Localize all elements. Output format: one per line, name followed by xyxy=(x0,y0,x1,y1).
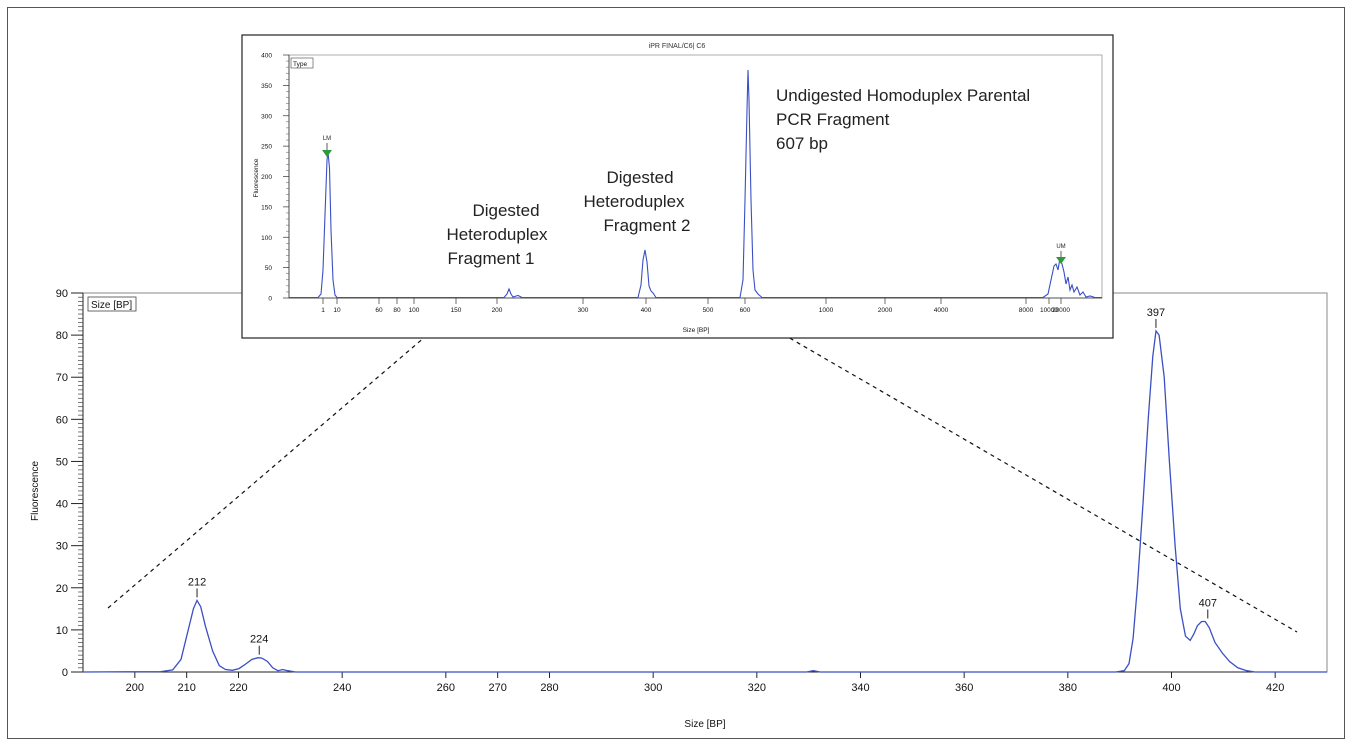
inset-plot-area xyxy=(288,54,1103,299)
inset-x-tick-label: 100 xyxy=(409,307,420,314)
inset-y-minor-ticks xyxy=(286,60,289,293)
inset-x-tick-label: 200 xyxy=(492,307,503,314)
inset-y-tick-label: 400 xyxy=(261,53,272,60)
annotation-fragment-1-line-3: Fragment 1 xyxy=(448,249,535,268)
main-y-minor-ticks xyxy=(78,296,83,669)
inset-y-tick-label: 250 xyxy=(261,144,272,151)
main-x-tick-label: 300 xyxy=(644,682,662,694)
inset-x-ticks: 1 10 60 80 100 150 200 300 400 500 600 1000 2000 4000… xyxy=(321,298,1070,314)
main-x-tick-label: 320 xyxy=(748,682,766,694)
inset-x-tick-label: 1000 xyxy=(819,307,834,314)
main-x-tick-label: 220 xyxy=(229,682,247,694)
inset-marker-um-label: UM xyxy=(1056,244,1065,250)
annotation-parental-line-2: PCR Fragment xyxy=(776,110,890,129)
inset-series-line xyxy=(289,69,1102,299)
inset-marker-lm-label: LM xyxy=(323,136,331,142)
inset-x-tick-label: 500 xyxy=(703,307,714,314)
annotation-fragment-2: Digested Heteroduplex Fragment 2 xyxy=(583,168,690,235)
inset-x-tick-label: 10000 xyxy=(1040,307,1058,314)
inset-x-tick-label: 4000 xyxy=(934,307,949,314)
inset-legend-label: Type xyxy=(293,61,307,68)
inset-x-tick-label: 300 xyxy=(578,307,589,314)
inset-legend-box xyxy=(290,57,314,69)
inset-y-tick-label: 150 xyxy=(261,204,272,211)
inset-marker-um-triangle xyxy=(1056,257,1066,264)
main-x-tick-label: 340 xyxy=(851,682,869,694)
main-peak-label: 397 xyxy=(1147,307,1165,319)
annotation-fragment-1-line-2: Heteroduplex xyxy=(446,225,548,244)
main-x-tick-label: 260 xyxy=(437,682,455,694)
main-series-line xyxy=(82,329,1327,673)
inset-y-tick-label: 50 xyxy=(265,265,273,272)
annotation-fragment-2-line-2: Heteroduplex xyxy=(583,192,685,211)
inset-x-tick-label: 8000 xyxy=(1019,307,1034,314)
main-y-tick-label: 0 xyxy=(62,667,68,679)
main-x-tick-label: 270 xyxy=(488,682,506,694)
inset-title: iPR FINAL/C6| C6 xyxy=(649,43,706,50)
main-y-tick-label: 10 xyxy=(56,625,68,637)
main-y-tick-label: 50 xyxy=(56,456,68,468)
inset-x-tick-label: 1 xyxy=(321,307,325,314)
annotation-parental-line-1: Undigested Homoduplex Parental xyxy=(776,86,1030,105)
inset-x-tick-label: 2000 xyxy=(878,307,893,314)
main-peak-label: 407 xyxy=(1199,597,1217,609)
inset-x-tick-label: 150 xyxy=(451,307,462,314)
annotation-parental-line-3: 607 bp xyxy=(776,134,828,153)
main-legend-box xyxy=(87,296,137,312)
main-x-tick-label: 360 xyxy=(955,682,973,694)
main-x-tick-label: 200 xyxy=(126,682,144,694)
inset-chart: iPR FINAL/C6| C6 0 50 100 150 200 250 300 350 40… xyxy=(241,34,1114,339)
main-legend-label: Size [BP] xyxy=(91,300,132,311)
inset-y-tick-label: 100 xyxy=(261,235,272,242)
main-x-tick-label: 420 xyxy=(1266,682,1284,694)
main-y-tick-label: 30 xyxy=(56,541,68,553)
inset-x-tick-label: 60 xyxy=(375,307,383,314)
inset-y-tick-label: 200 xyxy=(261,174,272,181)
main-y-axis-title: Fluorescence xyxy=(30,461,41,521)
main-y-tick-label: 40 xyxy=(56,499,68,511)
inset-x-tick-label: 80 xyxy=(393,307,401,314)
main-y-tick-label: 90 xyxy=(56,288,68,300)
main-x-tick-label: 280 xyxy=(540,682,558,694)
inset-y-tick-label: 0 xyxy=(268,296,272,303)
inset-y-ticks: 0 50 100 150 200 250 300 350 400 xyxy=(261,53,289,303)
inset-x-tick-label: 600 xyxy=(740,307,751,314)
inset-x-tick-label: 10 xyxy=(333,307,341,314)
inset-marker-lm-triangle xyxy=(322,150,332,157)
main-x-axis-title: Size [BP] xyxy=(684,719,725,730)
inset-x-tick-label: 400 xyxy=(641,307,652,314)
inset-y-tick-label: 300 xyxy=(261,113,272,120)
main-y-tick-label: 20 xyxy=(56,583,68,595)
main-peak-labels: 212 224 397 407 xyxy=(188,307,1217,655)
main-y-tick-label: 80 xyxy=(56,330,68,342)
main-peak-label: 212 xyxy=(188,576,206,588)
annotation-fragment-1-line-1: Digested xyxy=(472,201,539,220)
main-peak-label: 224 xyxy=(250,634,268,646)
annotation-fragment-1: Digested Heteroduplex Fragment 1 xyxy=(446,201,548,268)
main-x-tick-label: 210 xyxy=(177,682,195,694)
inset-y-axis-title: Fluorescence xyxy=(253,158,260,197)
inset-y-tick-label: 350 xyxy=(261,83,272,90)
main-x-tick-label: 380 xyxy=(1059,682,1077,694)
annotation-parental-fragment: Undigested Homoduplex Parental PCR Fragm… xyxy=(776,86,1030,153)
main-x-tick-label: 400 xyxy=(1162,682,1180,694)
main-x-ticks: 200 210 220 240 260 270 280 300 320 340 360 380 400 4… xyxy=(126,672,1284,694)
main-plot-area xyxy=(82,292,1328,673)
inset-x-tick-label: 20000 xyxy=(1052,307,1070,314)
main-y-tick-label: 60 xyxy=(56,414,68,426)
inset-x-axis-title: Size [BP] xyxy=(683,327,710,334)
main-y-tick-label: 70 xyxy=(56,372,68,384)
annotation-fragment-2-line-1: Digested xyxy=(606,168,673,187)
annotation-fragment-2-line-3: Fragment 2 xyxy=(604,216,691,235)
main-y-ticks: 0 10 20 30 40 50 60 70 80 90 xyxy=(56,288,83,679)
main-x-tick-label: 240 xyxy=(333,682,351,694)
zoom-guide-right xyxy=(685,277,1298,633)
